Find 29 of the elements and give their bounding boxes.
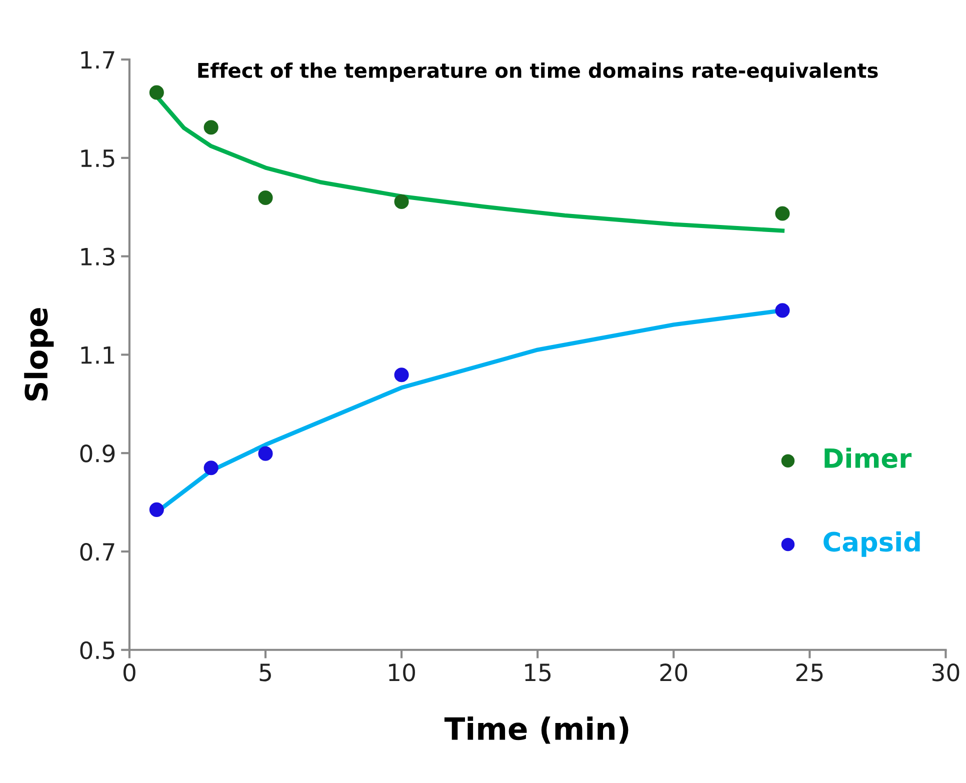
x-tick-label: 5 — [260, 664, 271, 682]
point — [775, 206, 790, 221]
x-tick-label: 15 — [525, 664, 551, 682]
x-tick-label: 0 — [123, 664, 136, 682]
point — [258, 446, 273, 461]
y-tick-label: 0.7 — [80, 542, 114, 561]
x-tick-label: 10 — [389, 664, 415, 682]
x-tick-label: 20 — [660, 664, 688, 682]
x-tick-label: 30 — [932, 664, 960, 682]
chart-title: Effect of the temperature on time domains rate-equivalents — [198, 62, 878, 82]
point — [204, 120, 218, 135]
y-tick-label: 0.5 — [80, 641, 114, 660]
point — [394, 194, 409, 209]
y-tick-label: 1.7 — [81, 51, 114, 68]
point — [204, 460, 218, 476]
legend-label: Dimer — [824, 448, 912, 468]
y-tick-label: 0.9 — [80, 444, 115, 462]
y-tick-label: 1.5 — [81, 150, 114, 168]
y-axis-title: Slope — [24, 308, 54, 401]
point — [775, 303, 790, 318]
x-tick-label: 25 — [796, 664, 823, 682]
point — [258, 190, 273, 206]
legend-label: Capsid — [824, 531, 920, 557]
point — [394, 368, 409, 382]
x-axis-title: Time (min) — [444, 716, 628, 744]
point — [149, 502, 164, 517]
y-tick-label: 1.3 — [81, 248, 114, 266]
point — [149, 85, 164, 100]
y-tick-label: 1.1 — [81, 346, 114, 364]
